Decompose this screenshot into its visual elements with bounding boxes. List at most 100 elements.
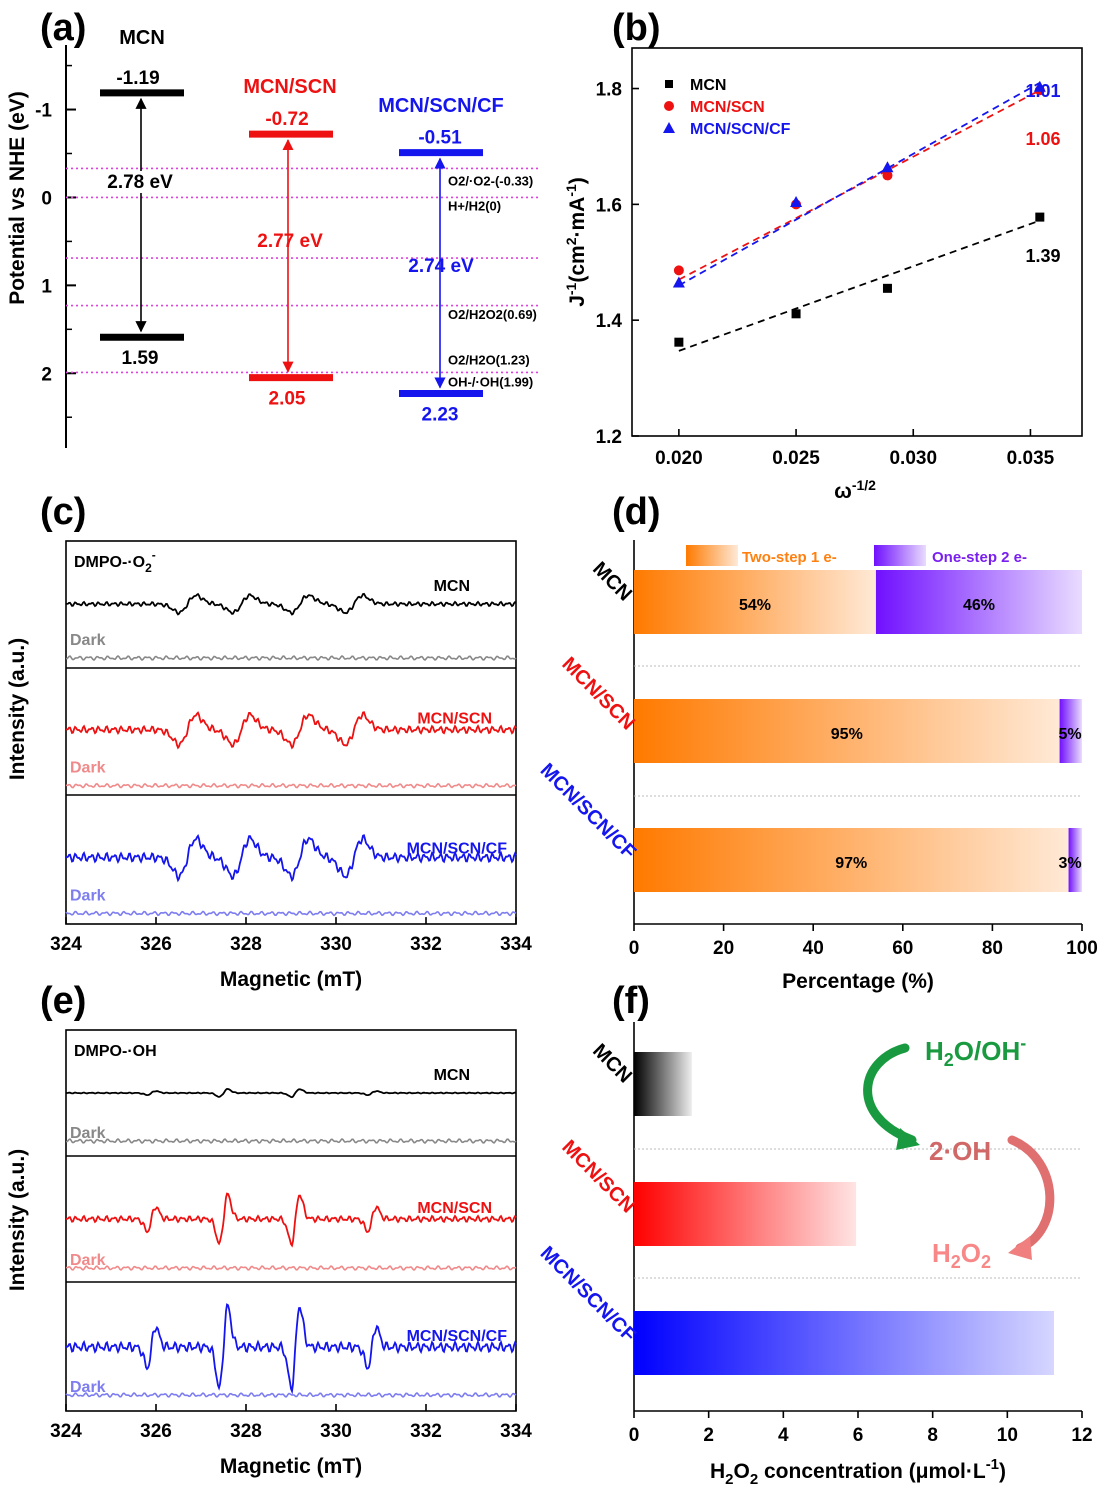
legend-label: MCN/SCN/CF — [690, 121, 791, 138]
fit-line — [678, 219, 1041, 352]
panel-b-letter: (b) — [612, 7, 661, 49]
category-label: MCN — [588, 558, 636, 606]
esr-xtick-label: 330 — [320, 1421, 352, 1442]
legend-label: MCN/SCN — [690, 99, 765, 116]
fit-line — [678, 89, 1041, 281]
panel-d-xtick-label: 0 — [629, 938, 640, 959]
band-gap-label: 2.78 eV — [107, 172, 173, 193]
panel-a-ytick-label: 1 — [41, 276, 52, 297]
esr-xtick-label: 328 — [230, 1421, 262, 1442]
material-name: MCN/SCN — [243, 76, 336, 98]
sample-label: MCN — [434, 1067, 470, 1084]
panel-c-letter: (c) — [40, 491, 86, 533]
panel-b-ylabel: J-1(cm2·mA-1) — [563, 177, 589, 307]
panel-e-frame — [65, 1029, 517, 1412]
two-step-bar — [634, 828, 1069, 892]
esr-xtick-label: 334 — [500, 934, 532, 955]
panel-b-ytick-label: 1.6 — [596, 195, 622, 216]
panel-f-xtick-label: 8 — [927, 1425, 938, 1446]
two-step-value-label: 54% — [739, 597, 771, 614]
panel-f-bars: MCN MCN/SCN MCN/SCN/CF — [536, 1040, 1082, 1375]
panel-d-legend: Two-step 1 e- One-step 2 e- — [686, 545, 1027, 566]
panel-d-ticks: 0 20 40 60 80 100 — [629, 924, 1098, 959]
panel-c-esr-superoxide: (c) DMPO-·O2- Dark MCN Dark MCN/SCN Dark MCN/… — [6, 491, 532, 991]
panel-a-y-ticks: -1 0 1 2 — [35, 64, 76, 418]
panel-b-xtick-label: 0.030 — [889, 448, 937, 469]
panel-a-ytick-label: 2 — [41, 364, 52, 385]
panel-f-xtick-label: 4 — [778, 1425, 789, 1446]
panel-a-letter: (a) — [40, 7, 86, 49]
vb-value-label: 1.59 — [122, 348, 159, 369]
panel-f-h2o2-bars: (f) MCN MCN/SCN MCN/SCN/CF 0 2 4 6 8 10 12 H2O2 … — [536, 980, 1093, 1488]
panel-a-bands: MCN -1.19 1.59 2.78 eV MCN/SCN -0.72 2.05 2.77 … — [100, 27, 504, 425]
redox-label: O2/H2O2(0.69) — [448, 307, 537, 322]
panel-a-ytick-label: 0 — [41, 188, 52, 209]
data-point — [791, 309, 801, 319]
panel-f-ticks: 0 2 4 6 8 10 12 — [629, 1411, 1093, 1446]
esr-trace — [66, 1303, 517, 1395]
legend-swatch-one-step — [874, 545, 926, 566]
concentration-bar — [634, 1052, 692, 1116]
category-label: MCN/SCN — [557, 1136, 639, 1218]
esr-xtick-label: 326 — [140, 1421, 172, 1442]
panel-f-xtick-label: 0 — [629, 1425, 640, 1446]
vb-value-label: 2.23 — [422, 404, 459, 425]
panel-e-ylabel: Intensity (a.u.) — [6, 1149, 29, 1291]
redox-label: OH-/·OH(1.99) — [448, 374, 533, 389]
panel-b-xlabel: ω-1/2 — [834, 477, 876, 503]
esr-dark-trace — [65, 1265, 517, 1271]
panel-c-ticks: 324 326 328 330 332 334 — [50, 917, 532, 955]
esr-xtick-label: 332 — [410, 1421, 442, 1442]
legend-label: MCN — [690, 77, 726, 94]
redox-label: H+/H2(0) — [448, 198, 501, 213]
redox-label: O2/H2O(1.23) — [448, 353, 530, 368]
panel-d-xlabel: Percentage (%) — [782, 970, 934, 993]
panel-b-xtick-label: 0.035 — [1007, 448, 1055, 469]
panel-f-xtick-label: 2 — [703, 1425, 714, 1446]
panel-c-traces: Dark MCN Dark MCN/SCN Dark MCN/SCN/CF — [65, 578, 517, 917]
panel-d-xtick-label: 20 — [713, 938, 734, 959]
red-curved-arrow-icon — [1007, 1135, 1055, 1253]
data-point — [1035, 212, 1045, 222]
esr-xtick-label: 328 — [230, 934, 262, 955]
vb-value-label: 2.05 — [269, 389, 306, 410]
panel-e-xlabel: Magnetic (mT) — [220, 1455, 362, 1478]
panel-f-xtick-label: 12 — [1071, 1425, 1092, 1446]
one-step-value-label: 46% — [963, 597, 995, 614]
one-step-value-label: 3% — [1058, 855, 1081, 872]
one-step-bar — [1068, 828, 1082, 892]
panel-b-ytick-label: 1.4 — [596, 311, 623, 332]
band-gap-label: 2.74 eV — [408, 256, 474, 277]
panel-a-ylabel: Potential vs NHE (eV) — [6, 91, 29, 305]
esr-xtick-label: 324 — [50, 1421, 82, 1442]
esr-dark-trace — [66, 1138, 517, 1145]
panel-d-xtick-label: 80 — [982, 938, 1003, 959]
category-label: MCN/SCN — [557, 653, 639, 735]
material-name: MCN — [119, 27, 165, 49]
cb-value-label: -1.19 — [116, 68, 159, 89]
band-gap-label: 2.77 eV — [257, 231, 323, 252]
two-step-bar — [634, 570, 876, 634]
data-point — [674, 337, 684, 347]
panel-e-esr-hydroxyl: (e) DMPO-·OH Dark MCN Dark MCN/SCN Dark MCN/S… — [6, 980, 532, 1478]
panel-b-ticks: 0.020 0.025 0.030 0.035 1.2 1.4 1.6 1.8 — [596, 80, 1055, 469]
slope-label: 1.39 — [1025, 246, 1060, 266]
data-point — [1033, 80, 1046, 92]
panel-b-frame — [631, 47, 1083, 437]
esr-trace — [66, 592, 517, 616]
panel-f-xlabel: H2O2 concentration (μmol·L-1) — [710, 1456, 1006, 1488]
concentration-bar — [634, 1182, 857, 1246]
dark-label: Dark — [70, 1252, 106, 1269]
category-label: MCN/SCN/CF — [536, 759, 640, 863]
dark-label: Dark — [70, 1379, 106, 1396]
panel-d-bars: 54% 46% MCN 95% 5% MCN/SCN 97% 3% MCN/SCN/CF — [536, 558, 1082, 892]
redox-label: O2/·O2-(-0.33) — [448, 173, 533, 188]
sample-label: MCN/SCN/CF — [407, 840, 508, 857]
esr-dark-trace — [65, 782, 517, 789]
esr-xtick-label: 330 — [320, 934, 352, 955]
cb-value-label: -0.51 — [418, 128, 462, 149]
dark-label: Dark — [70, 887, 106, 904]
esr-dark-trace — [66, 655, 517, 662]
panel-d-xtick-label: 40 — [803, 938, 824, 959]
category-label: MCN/SCN/CF — [536, 1242, 640, 1346]
